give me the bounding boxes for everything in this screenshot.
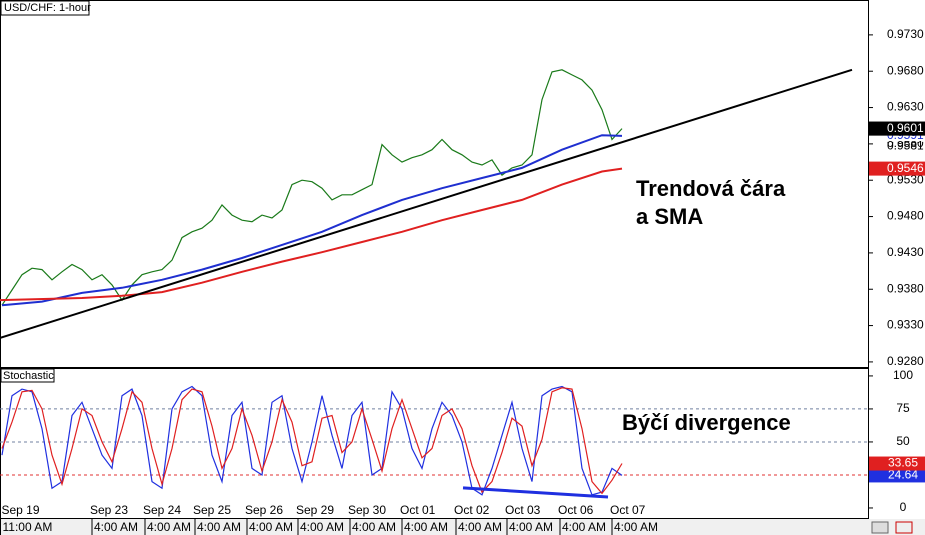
price-label-box	[869, 161, 925, 176]
x-tick-label: Sep 26	[245, 503, 283, 517]
title-box	[0, 368, 55, 383]
icon	[871, 521, 889, 534]
price-label: 24.64	[888, 468, 918, 482]
x-tick-time: 4:00 AM	[300, 520, 344, 534]
annotation: a SMA	[636, 204, 703, 229]
divergence-line	[462, 486, 609, 499]
price-label-box	[869, 456, 925, 471]
y-tick-label: 0.9330	[887, 318, 924, 332]
series-line	[1, 69, 623, 306]
price-label: 0.9546	[887, 161, 924, 175]
x-tick-time: 4:00 AM	[197, 520, 241, 534]
series-line	[1, 387, 623, 495]
y-tick-label: 0.9280	[887, 354, 924, 368]
x-tick-time: 4:00 AM	[509, 520, 553, 534]
y-tick-label: 0.9630	[887, 100, 924, 114]
x-tick-label: Sep 30	[348, 503, 386, 517]
stochastic-panel	[0, 368, 869, 519]
chart-title: USD/CHF: 1-hour	[4, 2, 91, 14]
series-line	[0, 68, 853, 339]
x-tick-label: Sep 23	[90, 503, 128, 517]
x-tick-label: Sep 25	[193, 503, 231, 517]
x-tick-label: Oct 07	[610, 503, 646, 517]
series-line	[1, 385, 623, 496]
x-tick-time: 11:00 AM	[3, 520, 53, 534]
y-tick-label: 75	[896, 401, 910, 415]
annotation: Trendová čára	[636, 176, 786, 201]
price-label: 0.9601	[887, 121, 924, 135]
y-tick-label: 0.9430	[887, 245, 924, 259]
y-tick-label: 0.9680	[887, 63, 924, 77]
y-tick-label: 0.9380	[887, 281, 924, 295]
x-tick-time: 4:00 AM	[249, 520, 293, 534]
annotation: Býčí divergence	[622, 410, 791, 435]
y-tick-label: 0	[900, 500, 907, 514]
x-tick-time: 4:00 AM	[352, 520, 396, 534]
window-icons	[871, 521, 913, 534]
price-label: 33.65	[888, 456, 918, 470]
x-tick-label: Oct 02	[454, 503, 490, 517]
x-tick-time: 4:00 AM	[147, 520, 191, 534]
price-label-box	[869, 121, 925, 136]
x-tick-time: 4:00 AM	[404, 520, 448, 534]
x-tick-label: Oct 01	[400, 503, 436, 517]
panel-title: Stochastic	[3, 370, 54, 382]
price-label-box	[869, 468, 925, 483]
y-tick-label: 0.9730	[887, 27, 924, 41]
x-tick-label: Sep 29	[296, 503, 334, 517]
y-tick-label: 50	[896, 434, 910, 448]
price-label: 0.9581	[887, 138, 924, 152]
y-tick-label: 100	[893, 368, 913, 382]
x-tick-label: Sep 19	[2, 503, 40, 517]
x-tick-label: Oct 06	[558, 503, 594, 517]
icon	[895, 521, 913, 534]
x-tick-label: Sep 24	[143, 503, 181, 517]
price-panel	[0, 0, 869, 368]
title-box	[0, 0, 90, 16]
x-tick-time: 4:00 AM	[614, 520, 658, 534]
y-tick-label: 0.9530	[887, 172, 924, 186]
x-tick-time: 4:00 AM	[94, 520, 138, 534]
x-tick-time: 4:00 AM	[458, 520, 502, 534]
x-tick-label: Oct 03	[505, 503, 541, 517]
time-axis	[0, 519, 925, 535]
y-tick-label: 0.9480	[887, 209, 924, 223]
series-line	[1, 134, 623, 307]
x-tick-time: 4:00 AM	[562, 520, 606, 534]
